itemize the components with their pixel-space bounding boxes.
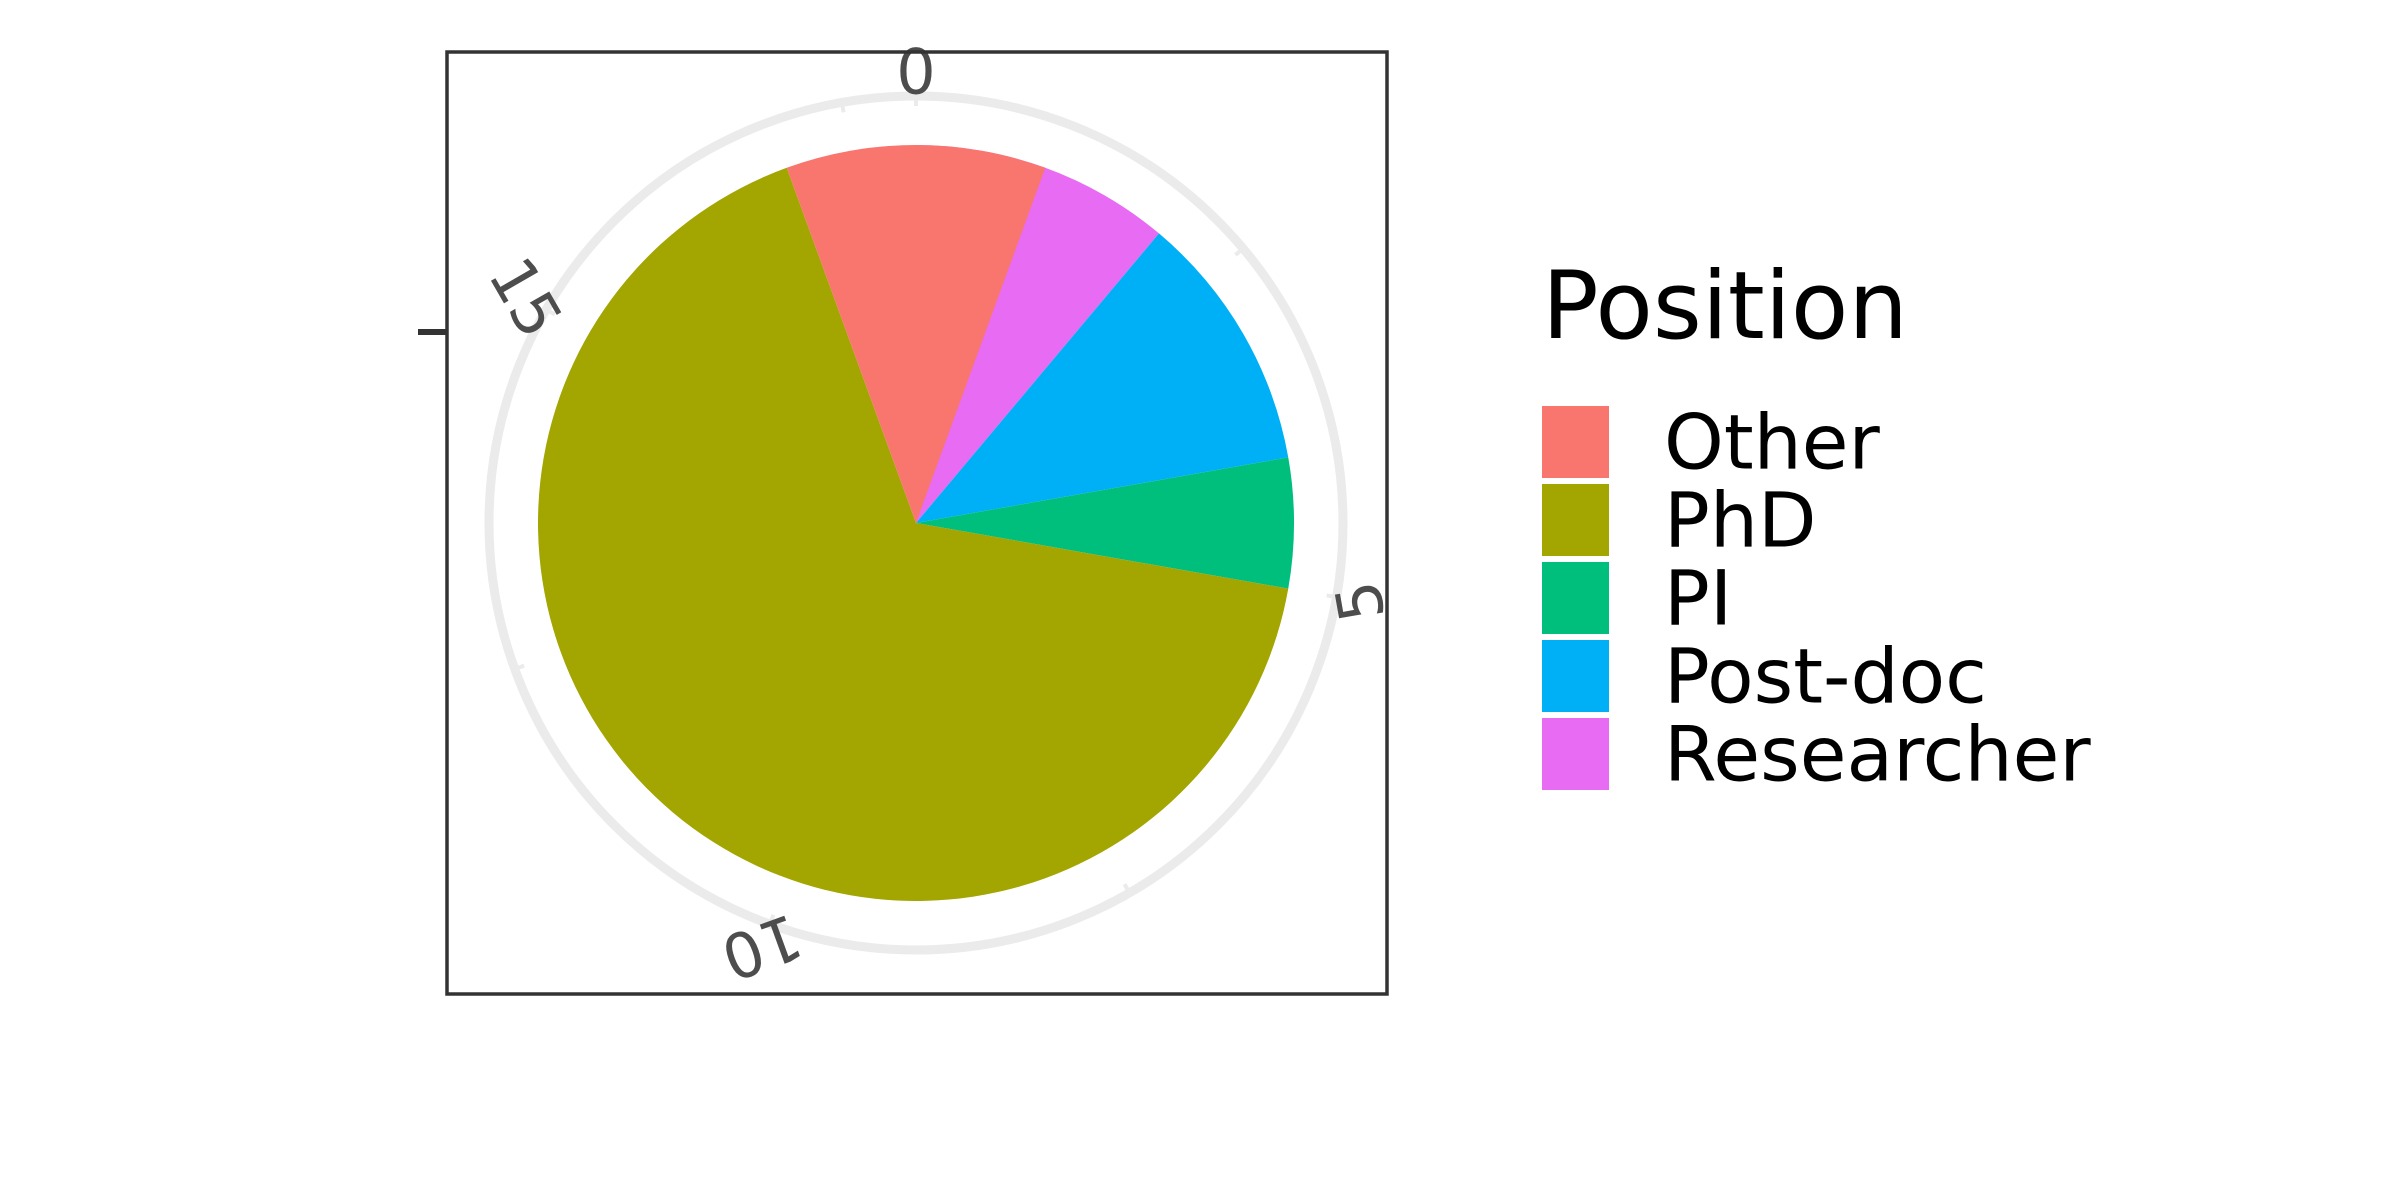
slice-phd bbox=[537, 167, 1289, 901]
theta-tick-label-0: 0 bbox=[896, 36, 935, 109]
legend-key-post-doc bbox=[1542, 640, 1609, 712]
legend-label-researcher: Researcher bbox=[1664, 710, 2091, 799]
grid-tick-7-5 bbox=[1122, 883, 1133, 896]
legend-key-other bbox=[1542, 406, 1609, 478]
slice-other bbox=[786, 145, 1046, 523]
legend-label-phd: PhD bbox=[1664, 476, 1817, 565]
legend-title: Position bbox=[1542, 252, 1908, 361]
grid-tick-15 bbox=[543, 306, 556, 317]
legend-key-pi bbox=[1542, 562, 1609, 634]
grid-tick-12-5 bbox=[512, 663, 525, 672]
slice-post-doc bbox=[916, 233, 1289, 524]
theta-tick-marks bbox=[512, 94, 1339, 927]
slice-pi bbox=[916, 457, 1294, 589]
grid-tick-5 bbox=[1326, 593, 1339, 600]
grid-tick-17-5 bbox=[839, 100, 846, 113]
grid-tick-10 bbox=[767, 914, 776, 927]
grid-tick-2-5 bbox=[1234, 245, 1246, 257]
pie-slices bbox=[537, 145, 1294, 901]
legend-label-other: Other bbox=[1664, 398, 1881, 487]
legend-key-researcher bbox=[1542, 718, 1609, 790]
panel-border bbox=[445, 50, 1389, 996]
legend-label-pi: PI bbox=[1664, 554, 1732, 643]
legend-key-phd bbox=[1542, 484, 1609, 556]
legend-label-post-doc: Post-doc bbox=[1664, 632, 1987, 721]
